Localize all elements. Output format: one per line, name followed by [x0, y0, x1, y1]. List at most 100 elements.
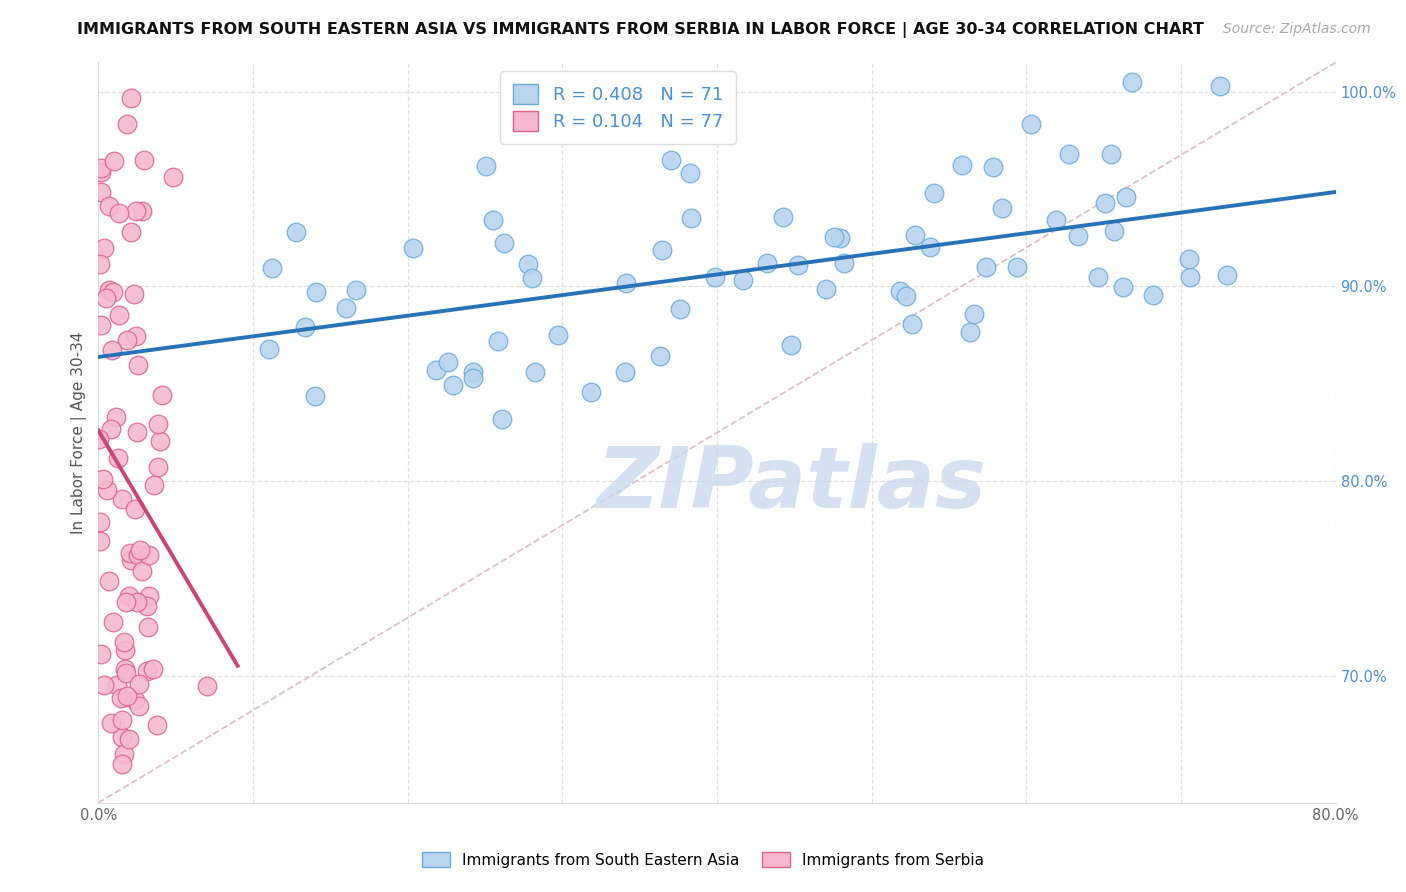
Point	[128, 699, 150, 714]
Point	[918, 240, 941, 254]
Point	[1178, 252, 1201, 266]
Point	[111, 491, 134, 506]
Point	[650, 349, 672, 363]
Point	[787, 258, 810, 272]
Point	[547, 328, 569, 343]
Point	[90, 318, 112, 332]
Point	[112, 635, 135, 649]
Point	[148, 459, 170, 474]
Point	[98, 199, 121, 213]
Point	[162, 169, 184, 184]
Point	[89, 432, 111, 446]
Point	[517, 257, 540, 271]
Point	[294, 320, 316, 334]
Point	[1121, 75, 1143, 89]
Point	[1007, 260, 1029, 275]
Point	[520, 270, 543, 285]
Point	[731, 273, 754, 287]
Point	[111, 730, 134, 744]
Point	[136, 665, 159, 679]
Point	[651, 243, 673, 257]
Point	[114, 643, 136, 657]
Point	[115, 117, 138, 131]
Point	[110, 691, 132, 706]
Point	[772, 210, 794, 224]
Point	[904, 228, 927, 243]
Point	[125, 329, 148, 343]
Point	[90, 185, 112, 199]
Point	[146, 417, 169, 432]
Text: Source: ZipAtlas.com: Source: ZipAtlas.com	[1223, 22, 1371, 37]
Point	[756, 256, 779, 270]
Point	[111, 713, 134, 727]
Point	[135, 599, 157, 614]
Point	[120, 553, 142, 567]
Point	[976, 260, 998, 275]
Point	[129, 542, 152, 557]
Point	[1099, 147, 1122, 161]
Point	[146, 718, 169, 732]
Point	[127, 358, 149, 372]
Point	[131, 203, 153, 218]
Point	[523, 365, 546, 379]
Point	[922, 186, 945, 201]
Point	[101, 615, 124, 629]
Point	[91, 473, 114, 487]
Point	[401, 241, 423, 255]
Point	[703, 270, 725, 285]
Point	[481, 212, 503, 227]
Point	[814, 282, 837, 296]
Point	[894, 289, 917, 303]
Point	[1114, 190, 1136, 204]
Point	[108, 206, 131, 220]
Point	[136, 620, 159, 634]
Point	[100, 422, 122, 436]
Point	[1216, 268, 1239, 283]
Point	[475, 159, 498, 173]
Point	[101, 343, 124, 357]
Point	[579, 385, 602, 400]
Point	[963, 307, 986, 321]
Point	[1142, 288, 1164, 302]
Point	[96, 483, 118, 497]
Point	[335, 301, 357, 315]
Point	[959, 326, 981, 340]
Text: ZIPatlas: ZIPatlas	[596, 443, 987, 526]
Point	[120, 226, 142, 240]
Point	[491, 412, 513, 426]
Point	[90, 161, 112, 175]
Point	[346, 283, 368, 297]
Point	[104, 410, 127, 425]
Point	[98, 283, 121, 297]
Y-axis label: In Labor Force | Age 30-34: In Labor Force | Age 30-34	[72, 331, 87, 534]
Text: IMMIGRANTS FROM SOUTH EASTERN ASIA VS IMMIGRANTS FROM SERBIA IN LABOR FORCE | AG: IMMIGRANTS FROM SOUTH EASTERN ASIA VS IM…	[77, 22, 1204, 38]
Point	[124, 287, 146, 301]
Point	[260, 260, 283, 275]
Point	[111, 756, 132, 771]
Point	[950, 158, 973, 172]
Point	[138, 548, 160, 562]
Point	[124, 693, 146, 707]
Point	[128, 677, 150, 691]
Point	[131, 564, 153, 578]
Point	[93, 241, 115, 255]
Point	[901, 317, 924, 331]
Point	[112, 747, 135, 761]
Point	[614, 277, 637, 291]
Point	[100, 715, 122, 730]
Point	[125, 204, 148, 219]
Point	[124, 501, 146, 516]
Point	[1208, 78, 1232, 93]
Point	[990, 201, 1012, 215]
Point	[304, 388, 326, 402]
Point	[1057, 147, 1080, 161]
Point	[668, 302, 690, 317]
Point	[127, 595, 149, 609]
Point	[441, 378, 464, 392]
Point	[150, 387, 173, 401]
Point	[1019, 117, 1042, 131]
Point	[889, 284, 911, 298]
Point	[115, 665, 138, 680]
Point	[118, 731, 141, 746]
Point	[120, 90, 142, 104]
